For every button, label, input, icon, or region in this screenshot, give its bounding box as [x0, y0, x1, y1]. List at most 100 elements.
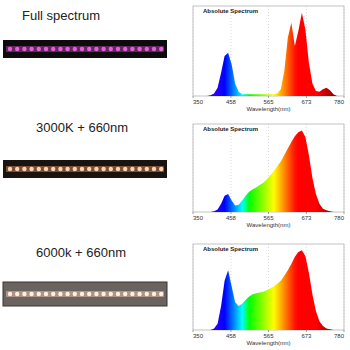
spectrum-chart: 350458565673780Absolute SpectrumWaveleng…	[193, 244, 345, 346]
led	[101, 292, 105, 296]
spectrum-area	[204, 13, 337, 96]
strip-body	[6, 46, 164, 52]
led	[130, 292, 134, 296]
led	[137, 167, 141, 171]
x-tick-label: 673	[301, 215, 312, 221]
grid-line	[268, 6, 269, 96]
led	[101, 47, 105, 51]
led	[8, 167, 12, 171]
led	[123, 47, 127, 51]
led	[87, 47, 91, 51]
led	[130, 167, 134, 171]
x-tick-label: 780	[334, 99, 345, 105]
page: Full spectrum 3000K + 660nm 6000k + 660nm 3…	[0, 0, 350, 350]
x-tick-label: 458	[226, 333, 237, 339]
led-strip	[3, 282, 167, 306]
chart-title: Absolute Spectrum	[203, 126, 258, 132]
led	[94, 292, 98, 296]
led	[51, 47, 55, 51]
led	[22, 47, 26, 51]
led	[73, 47, 77, 51]
x-tick	[230, 96, 231, 98]
led	[123, 292, 127, 296]
led	[101, 167, 105, 171]
led	[73, 292, 77, 296]
led	[109, 47, 113, 51]
x-tick	[268, 212, 269, 214]
led	[65, 167, 69, 171]
x-tick	[306, 96, 307, 98]
led	[44, 292, 48, 296]
led	[159, 167, 163, 171]
led-strip	[3, 40, 167, 58]
x-tick	[344, 212, 345, 214]
led	[145, 292, 149, 296]
led	[29, 292, 33, 296]
led	[137, 47, 141, 51]
x-tick-label: 565	[263, 333, 274, 339]
x-tick-label: 350	[193, 215, 204, 221]
led	[159, 292, 163, 296]
x-tick	[344, 96, 345, 98]
led	[51, 167, 55, 171]
led	[8, 47, 12, 51]
led	[109, 167, 113, 171]
led	[58, 167, 62, 171]
strip-label: 6000k + 660nm	[36, 245, 126, 260]
led	[94, 47, 98, 51]
led	[51, 292, 55, 296]
led	[8, 292, 12, 296]
strip-body	[6, 166, 164, 172]
strip-label: 3000K + 660nm	[36, 120, 128, 135]
spectrum-chart: 350458565673780Absolute SpectrumWaveleng…	[193, 6, 345, 112]
x-tick-label: 673	[301, 99, 312, 105]
led	[58, 47, 62, 51]
x-tick	[306, 330, 307, 332]
led	[87, 292, 91, 296]
strip-label: Full spectrum	[22, 8, 100, 23]
led	[109, 292, 113, 296]
x-tick-label: 780	[334, 333, 345, 339]
x-tick	[230, 330, 231, 332]
led	[37, 167, 41, 171]
grid-line	[344, 124, 345, 212]
strip-photo	[3, 40, 167, 58]
led	[44, 167, 48, 171]
led	[80, 292, 84, 296]
strip-photo	[3, 160, 167, 178]
led	[22, 292, 26, 296]
grid-line	[193, 244, 194, 330]
led	[130, 47, 134, 51]
chart-title: Absolute Spectrum	[203, 8, 258, 14]
x-tick-label: 565	[263, 215, 274, 221]
x-tick-label: 458	[226, 99, 237, 105]
led	[15, 47, 19, 51]
led	[15, 292, 19, 296]
led	[152, 47, 156, 51]
grid-line	[344, 6, 345, 96]
led	[22, 167, 26, 171]
x-tick-label: 458	[226, 215, 237, 221]
x-tick	[268, 96, 269, 98]
led	[65, 47, 69, 51]
led	[80, 167, 84, 171]
led	[123, 167, 127, 171]
chart-title: Absolute Spectrum	[203, 246, 258, 252]
grid-line	[193, 6, 194, 96]
led	[65, 292, 69, 296]
x-tick-label: 780	[334, 215, 345, 221]
led	[29, 167, 33, 171]
spectrum-chart: 350458565673780Absolute SpectrumWaveleng…	[193, 124, 345, 228]
led	[29, 47, 33, 51]
led	[152, 167, 156, 171]
led	[152, 292, 156, 296]
strip-photo	[3, 282, 167, 306]
led	[73, 167, 77, 171]
data-group	[204, 250, 337, 330]
data-group	[204, 131, 337, 212]
spectrum-area	[204, 250, 337, 330]
plot-frame	[193, 124, 344, 212]
led	[37, 47, 41, 51]
led	[116, 292, 120, 296]
led	[94, 167, 98, 171]
